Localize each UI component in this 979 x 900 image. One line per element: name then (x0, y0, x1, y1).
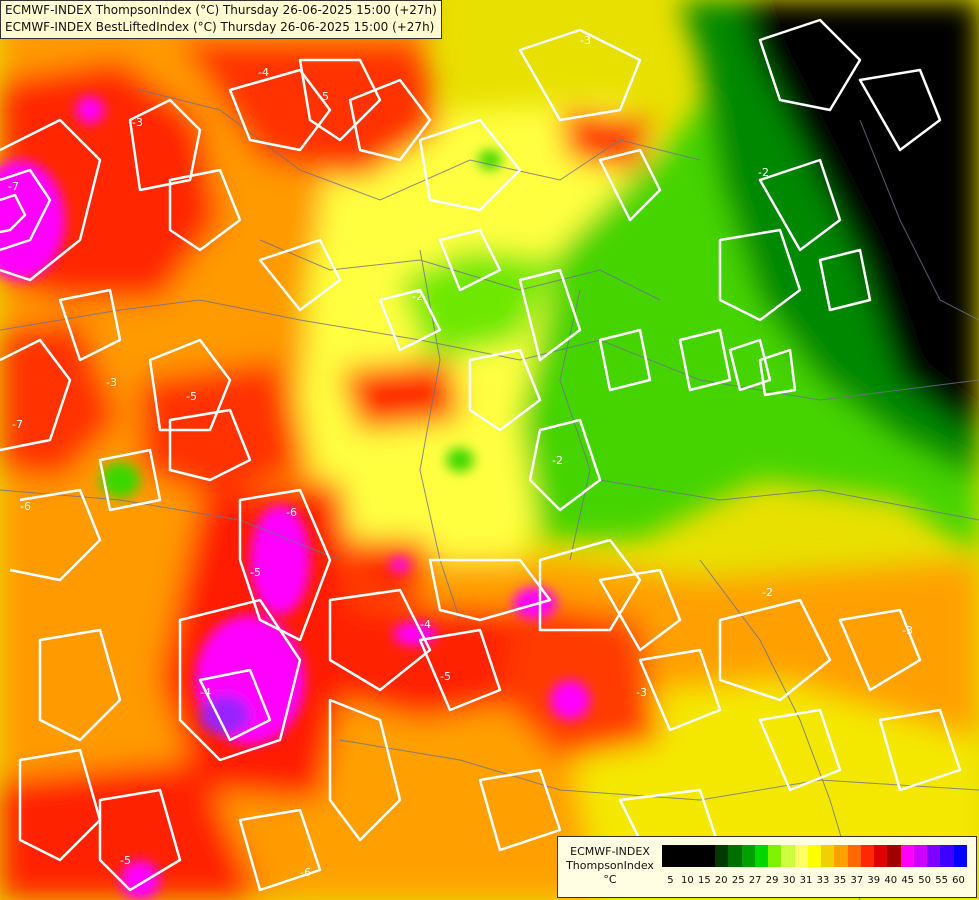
legend-swatch (913, 845, 927, 867)
legend-swatch (701, 845, 715, 867)
legend-tick: 55 (935, 875, 948, 886)
contour-label-minus2: -2 (762, 586, 773, 599)
legend-tick: 50 (918, 875, 931, 886)
legend-labels: ECMWF-INDEX ThompsonIndex °C (564, 845, 656, 887)
legend-unit: °C (603, 873, 617, 886)
legend-swatch (927, 845, 941, 867)
legend-model: ECMWF-INDEX (570, 845, 650, 858)
contour-label-minus5: -5 (440, 670, 451, 683)
legend-tick: 45 (901, 875, 915, 886)
legend-parameter: ThompsonIndex (566, 859, 654, 872)
contour-label-minus3: -3 (580, 34, 591, 47)
contour-label-minus4: -4 (420, 618, 431, 631)
legend-swatch (887, 845, 901, 867)
legend-tick: 37 (850, 875, 864, 886)
legend-swatch (794, 845, 808, 867)
legend-swatch (675, 845, 689, 867)
title-best-lifted-index: ECMWF-INDEX BestLiftedIndex (°C) Thursda… (5, 20, 435, 34)
legend-swatch (847, 845, 861, 867)
legend-tick: 25 (731, 875, 745, 886)
contour-label-minus5: -5 (250, 566, 261, 579)
contour-label-minus4: -4 (200, 686, 211, 699)
contour-label-minus7: -7 (12, 418, 23, 431)
color-legend: ECMWF-INDEX ThompsonIndex °C 5 10 15 20 25 27… (557, 836, 977, 898)
legend-tick: 39 (867, 875, 881, 886)
contour-label-minus5: -5 (120, 854, 131, 867)
legend-swatch (940, 845, 954, 867)
lifted-index-contours (0, 18, 962, 892)
contour-label-minus2: -2 (412, 290, 423, 303)
contour-label-minus6: -6 (20, 500, 31, 513)
legend-swatch (688, 845, 702, 867)
country-borders (0, 89, 979, 900)
legend-swatch (900, 845, 914, 867)
legend-swatch (728, 845, 742, 867)
contour-label-minus4: -4 (258, 66, 269, 79)
legend-tick: 29 (765, 875, 779, 886)
legend-swatch (754, 845, 768, 867)
contour-label-minus2: -2 (552, 454, 563, 467)
contour-label-minus6: -6 (300, 866, 311, 879)
legend-tick: 60 (952, 875, 965, 886)
contour-label-minus5: -5 (318, 90, 329, 103)
legend-swatch (715, 845, 729, 867)
legend-swatch (874, 845, 888, 867)
contour-labels: -4 -5 -3 -7 -5 -3 -7 -6 -6 -5 -2 -2 -3 -… (8, 34, 913, 879)
contour-label-minus3: -3 (132, 116, 143, 129)
contour-label-minus6: -6 (286, 506, 297, 519)
legend-swatch (834, 845, 848, 867)
legend-tick: 20 (714, 875, 728, 886)
legend-swatch (781, 845, 795, 867)
contour-label-minus3: -3 (106, 376, 117, 389)
contour-label-minus3: -3 (636, 686, 647, 699)
title-thompson-index: ECMWF-INDEX ThompsonIndex (°C) Thursday … (5, 3, 437, 17)
legend-tick: 40 (884, 875, 898, 886)
contour-label-minus3: -3 (902, 624, 913, 637)
contour-label-minus7: -7 (8, 180, 19, 193)
legend-swatch (821, 845, 835, 867)
legend-tick: 31 (799, 875, 813, 886)
legend-tick: 33 (816, 875, 830, 886)
legend-swatch (807, 845, 821, 867)
legend-swatch (953, 845, 967, 867)
legend-swatch (662, 845, 676, 867)
legend-tick: 15 (697, 875, 711, 886)
map-title-box: ECMWF-INDEX ThompsonIndex (°C) Thursday … (0, 0, 442, 39)
legend-tick: 27 (748, 875, 762, 886)
contour-label-minus5: -5 (186, 390, 197, 403)
legend-tick: 30 (782, 875, 796, 886)
legend-swatch (860, 845, 874, 867)
legend-tick: 10 (681, 875, 694, 886)
legend-tick: 35 (833, 875, 847, 886)
legend-swatch (768, 845, 782, 867)
contour-label-minus2: -2 (758, 166, 769, 179)
legend-color-bar (662, 845, 967, 867)
legend-swatch (741, 845, 755, 867)
legend-tick: 5 (667, 875, 674, 886)
